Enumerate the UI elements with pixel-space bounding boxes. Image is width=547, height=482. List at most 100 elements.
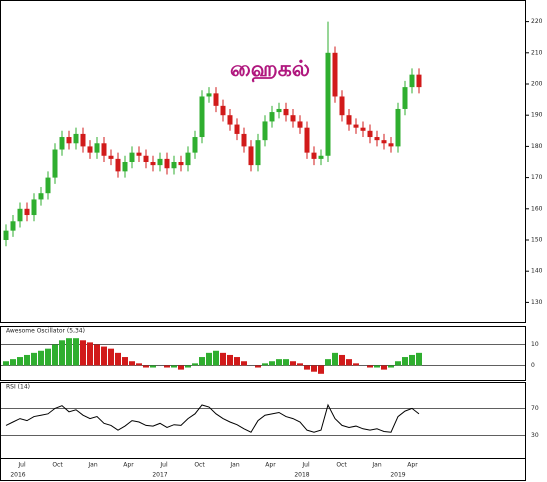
x-year-label: 2018 xyxy=(294,472,309,479)
y-tick-label: 140 xyxy=(531,268,543,275)
bar xyxy=(213,350,219,366)
oscillator-pane xyxy=(0,326,526,381)
candle-body xyxy=(283,108,289,116)
bar xyxy=(178,365,184,370)
candle-body xyxy=(206,93,212,97)
candle-body xyxy=(220,105,226,116)
bar xyxy=(283,359,289,366)
bar xyxy=(395,361,401,366)
candle-body xyxy=(241,133,247,147)
bar xyxy=(73,338,79,366)
candle-body xyxy=(388,143,394,147)
bar xyxy=(241,361,247,366)
x-tick-label: Apr xyxy=(407,462,418,469)
candle-body xyxy=(17,208,23,222)
candle-body xyxy=(80,133,86,147)
candle-body xyxy=(45,177,51,194)
bar xyxy=(388,365,394,368)
candle-body xyxy=(325,52,331,156)
y-tick-label: 150 xyxy=(531,237,543,244)
bar xyxy=(115,352,121,366)
price-pane xyxy=(0,0,526,323)
x-tick-label: Oct xyxy=(194,462,205,469)
candle-body xyxy=(129,152,135,162)
x-tick-label: Jan xyxy=(87,462,97,469)
bar xyxy=(52,344,58,366)
candle-body xyxy=(367,130,373,138)
bar xyxy=(192,363,198,366)
bar xyxy=(101,346,107,366)
candle-body xyxy=(52,149,58,178)
y-tick-label: 70 xyxy=(531,405,539,412)
bar xyxy=(59,340,65,366)
bar xyxy=(416,352,422,366)
candle-body xyxy=(262,121,268,141)
candle-body xyxy=(10,221,16,231)
candle-body xyxy=(101,143,107,156)
candle-body xyxy=(31,199,37,216)
bar xyxy=(381,365,387,370)
x-tick-label: Apr xyxy=(123,462,134,469)
candle-body xyxy=(199,96,205,138)
candle-body xyxy=(311,152,317,159)
y-tick-label: 0 xyxy=(531,362,535,369)
candle-body xyxy=(269,112,275,122)
y-tick-label: 30 xyxy=(531,432,539,439)
bar xyxy=(66,338,72,366)
bar xyxy=(45,348,51,366)
bar xyxy=(255,365,261,368)
candle-body xyxy=(234,124,240,134)
candle-body xyxy=(73,133,79,144)
candle-body xyxy=(227,115,233,125)
y-tick-label: 190 xyxy=(531,112,543,119)
bar xyxy=(290,361,296,366)
bar xyxy=(171,365,177,368)
candle-body xyxy=(59,137,65,150)
candle-body xyxy=(409,74,415,88)
bar xyxy=(262,363,268,366)
bar xyxy=(304,365,310,370)
chart-title: ஹைகல் xyxy=(230,57,310,83)
candle-body xyxy=(136,152,142,156)
candle-body xyxy=(402,87,408,109)
bar xyxy=(31,352,37,366)
bar xyxy=(17,357,23,366)
pane-title: RSI (14) xyxy=(6,384,30,391)
bar xyxy=(206,352,212,366)
candle-body xyxy=(24,208,30,216)
x-tick-label: Jul xyxy=(17,462,26,469)
candle-body xyxy=(66,137,72,144)
bar xyxy=(367,365,373,368)
bar xyxy=(269,361,275,366)
candle-body xyxy=(416,74,422,88)
pane-title: Awesome Oscillator (5,34) xyxy=(6,328,85,335)
candle-body xyxy=(38,193,44,200)
bar xyxy=(353,363,359,366)
bar xyxy=(325,359,331,366)
bar xyxy=(164,365,170,368)
candle-body xyxy=(3,230,9,240)
bar xyxy=(220,352,226,366)
bar xyxy=(38,350,44,366)
bar xyxy=(234,357,240,366)
candle-body xyxy=(157,158,163,166)
x-year-label: 2019 xyxy=(390,472,405,479)
x-tick-label: Jan xyxy=(371,462,381,469)
x-tick-label: Jan xyxy=(229,462,239,469)
rsi-pane xyxy=(0,382,526,459)
bar xyxy=(24,354,30,366)
candle-body xyxy=(115,158,121,172)
bar xyxy=(402,357,408,366)
candle-body xyxy=(346,115,352,125)
candle-body xyxy=(150,162,156,166)
bar xyxy=(276,359,282,366)
y-tick-label: 130 xyxy=(531,299,543,306)
y-tick-label: 220 xyxy=(531,18,543,25)
bar xyxy=(143,365,149,368)
bar xyxy=(318,365,324,374)
candle-body xyxy=(353,124,359,128)
x-tick-label: Jul xyxy=(159,462,168,469)
bar xyxy=(108,348,114,366)
candle-body xyxy=(87,146,93,153)
